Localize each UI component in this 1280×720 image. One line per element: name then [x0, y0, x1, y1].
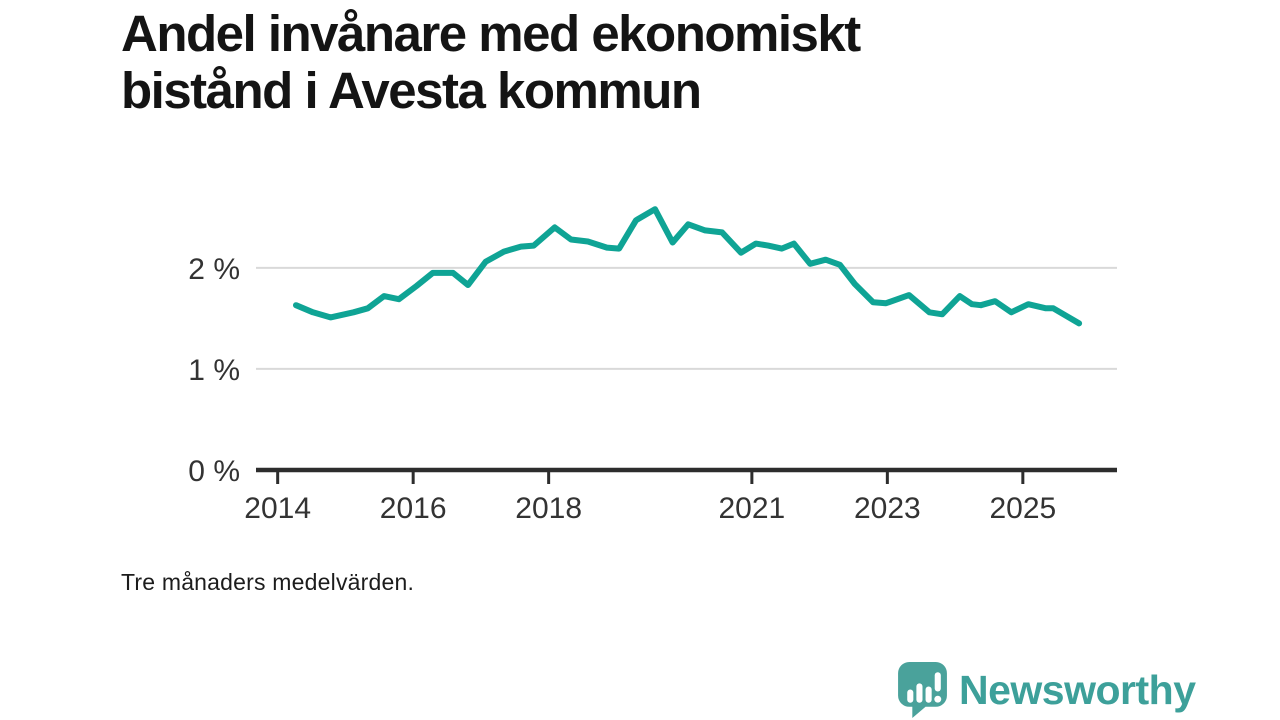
x-axis-tick-label: 2014	[244, 492, 311, 525]
logo-exclamation-bar	[934, 672, 941, 692]
x-axis-tick-label: 2025	[989, 492, 1056, 525]
x-axis-tick-label: 2016	[380, 492, 447, 525]
newsworthy-logo-text: Newsworthy	[959, 667, 1196, 713]
logo-bar-2	[916, 683, 923, 703]
newsworthy-logo: Newsworthy	[897, 661, 1196, 718]
speech-bubble-bar-chart-icon	[898, 662, 947, 718]
logo-bar-1	[907, 689, 914, 703]
y-axis-tick-label: 1 %	[188, 354, 240, 387]
logo-exclamation-dot	[934, 695, 942, 703]
chart-title: Andel invånare med ekonomiskt bistånd i …	[121, 5, 861, 119]
x-axis-tick-label: 2021	[718, 492, 785, 525]
x-axis-tick-label: 2018	[515, 492, 582, 525]
logo-bar-3	[925, 686, 932, 703]
data-line	[293, 206, 1083, 327]
chart-footnote: Tre månaders medelvärden.	[121, 569, 415, 595]
y-axis-tick-label: 0 %	[188, 455, 240, 488]
y-axis-tick-label: 2 %	[188, 253, 240, 286]
x-axis-tick-label: 2023	[854, 492, 921, 525]
